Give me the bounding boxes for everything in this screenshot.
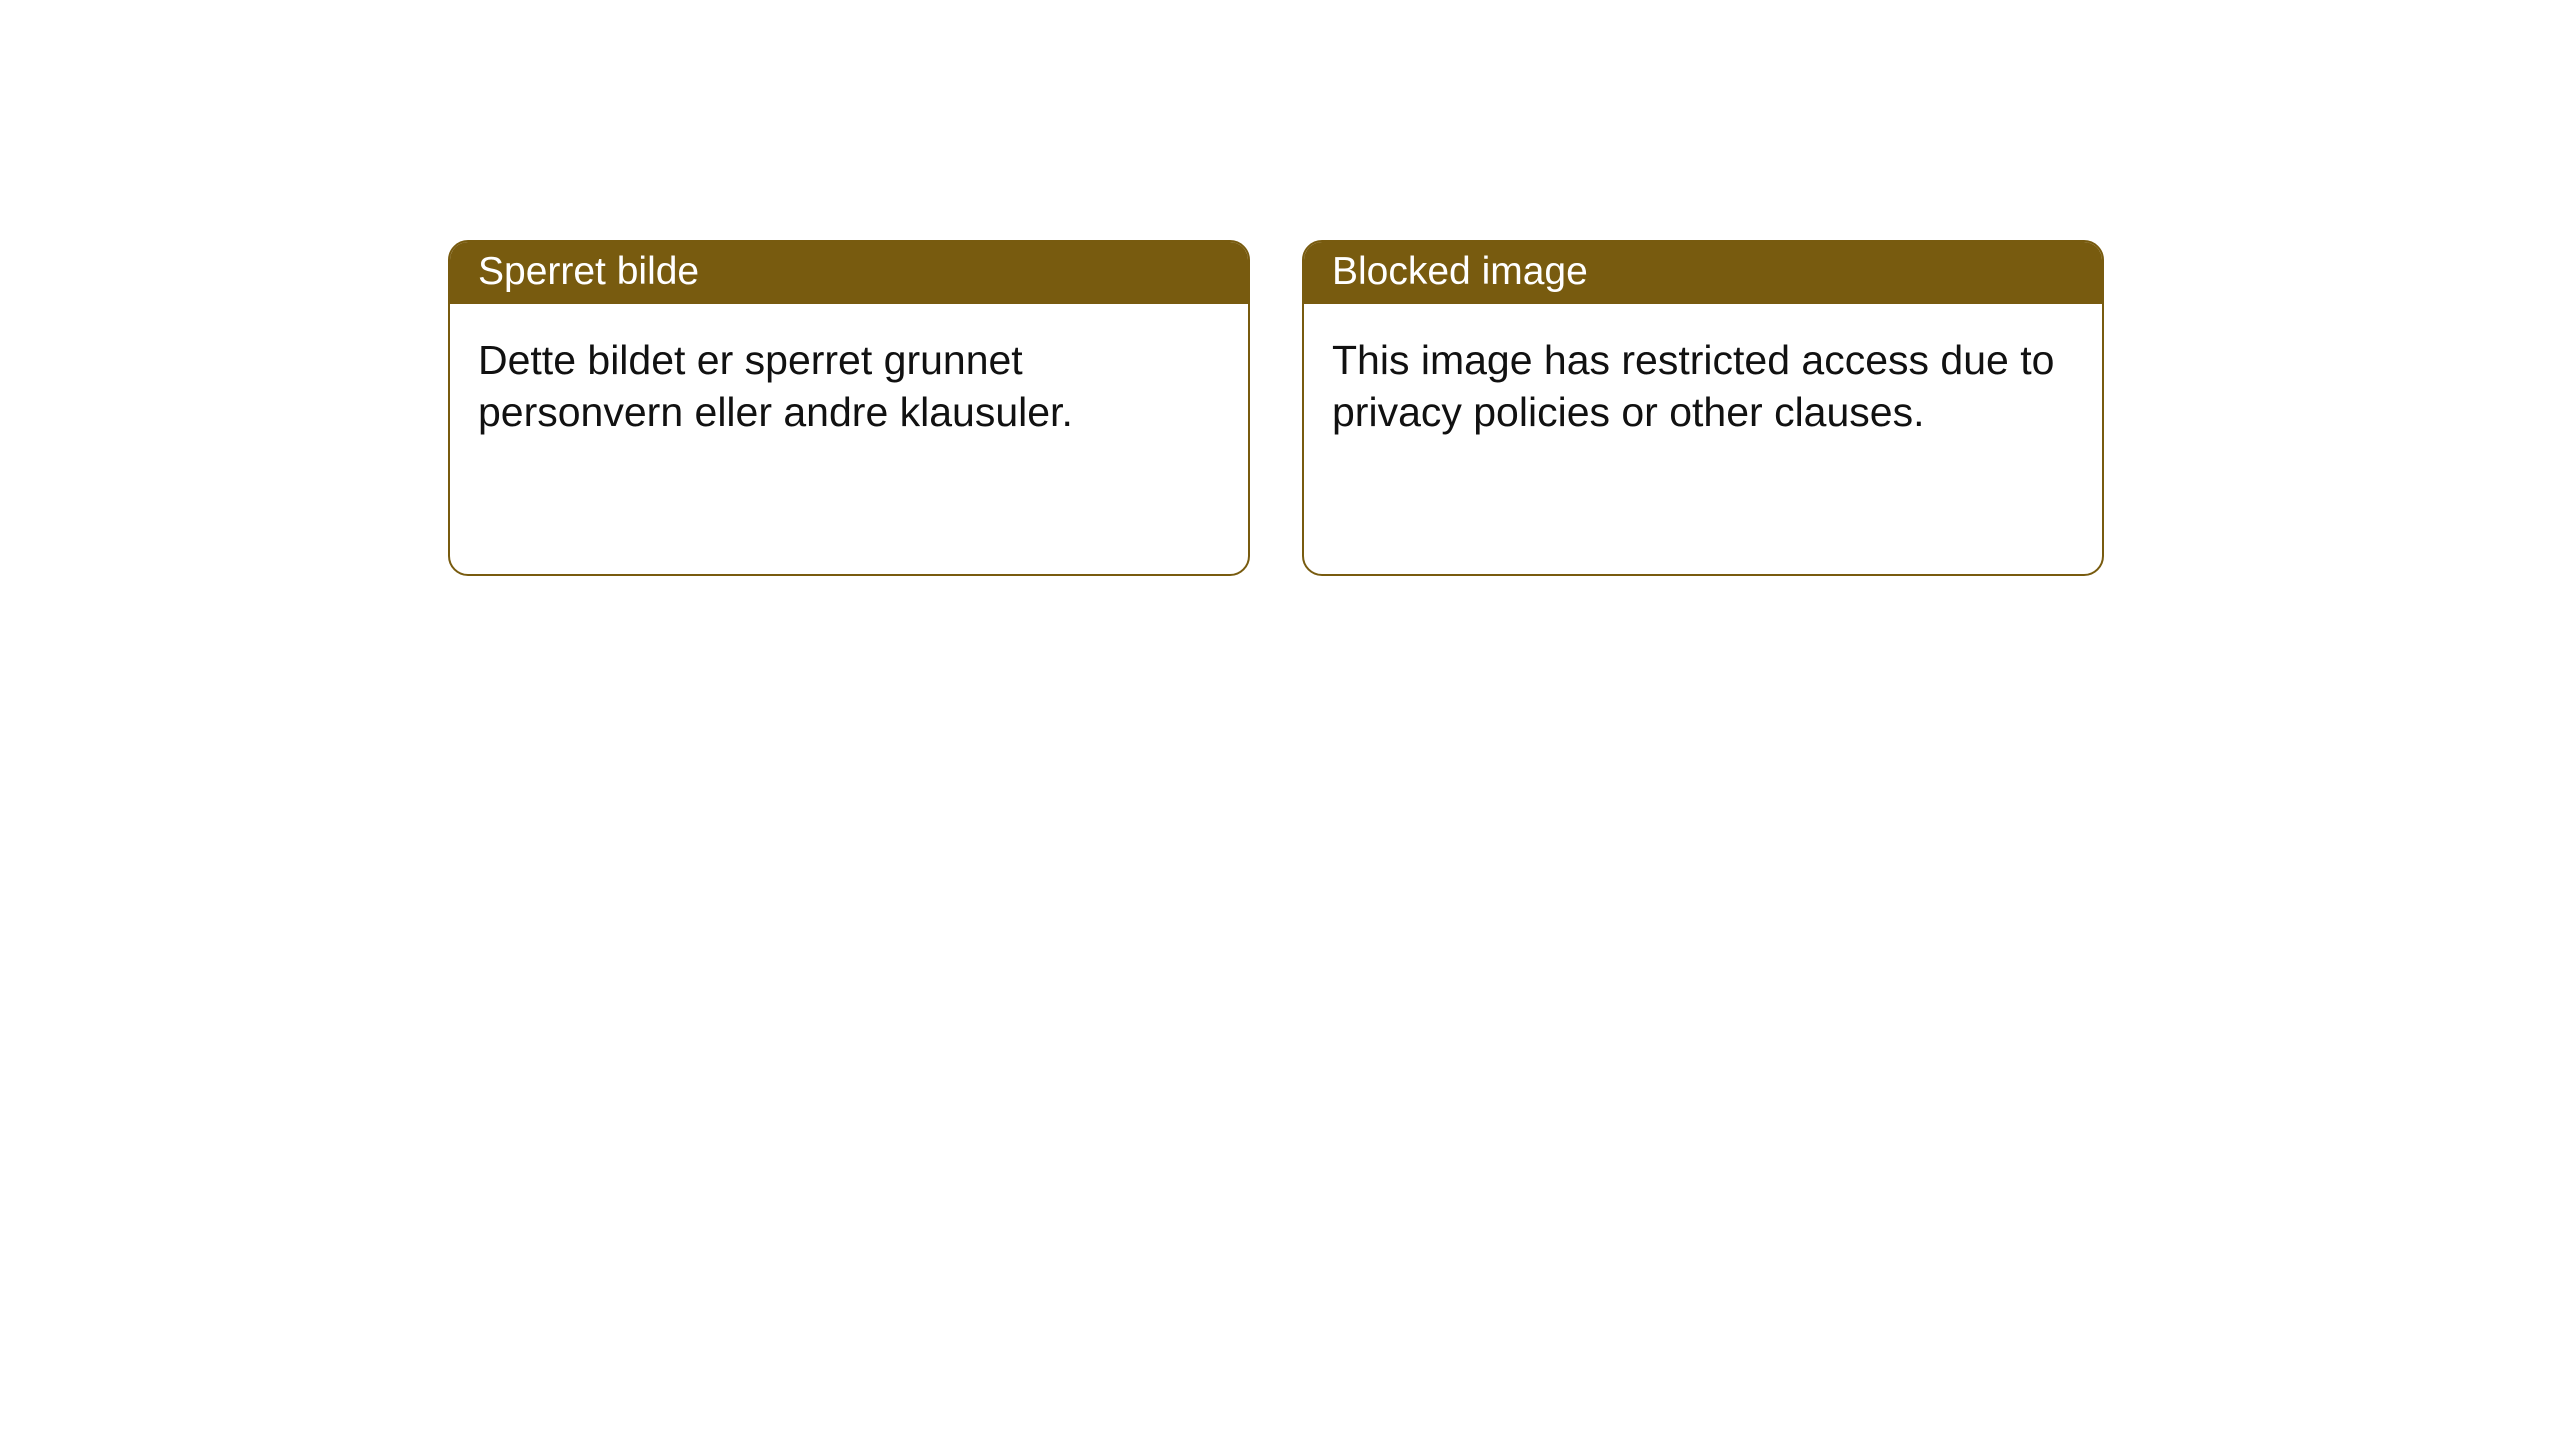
cards-container: Sperret bilde Dette bildet er sperret gr… <box>448 240 2104 576</box>
card-title-no: Sperret bilde <box>478 250 699 293</box>
card-body-text-en: This image has restricted access due to … <box>1332 337 2054 435</box>
card-body-en: This image has restricted access due to … <box>1304 304 2102 574</box>
blocked-image-card-en: Blocked image This image has restricted … <box>1302 240 2104 576</box>
card-header-en: Blocked image <box>1304 242 2102 304</box>
blocked-image-card-no: Sperret bilde Dette bildet er sperret gr… <box>448 240 1250 576</box>
card-header-no: Sperret bilde <box>450 242 1248 304</box>
card-title-en: Blocked image <box>1332 250 1588 293</box>
card-body-no: Dette bildet er sperret grunnet personve… <box>450 304 1248 574</box>
card-body-text-no: Dette bildet er sperret grunnet personve… <box>478 337 1073 435</box>
